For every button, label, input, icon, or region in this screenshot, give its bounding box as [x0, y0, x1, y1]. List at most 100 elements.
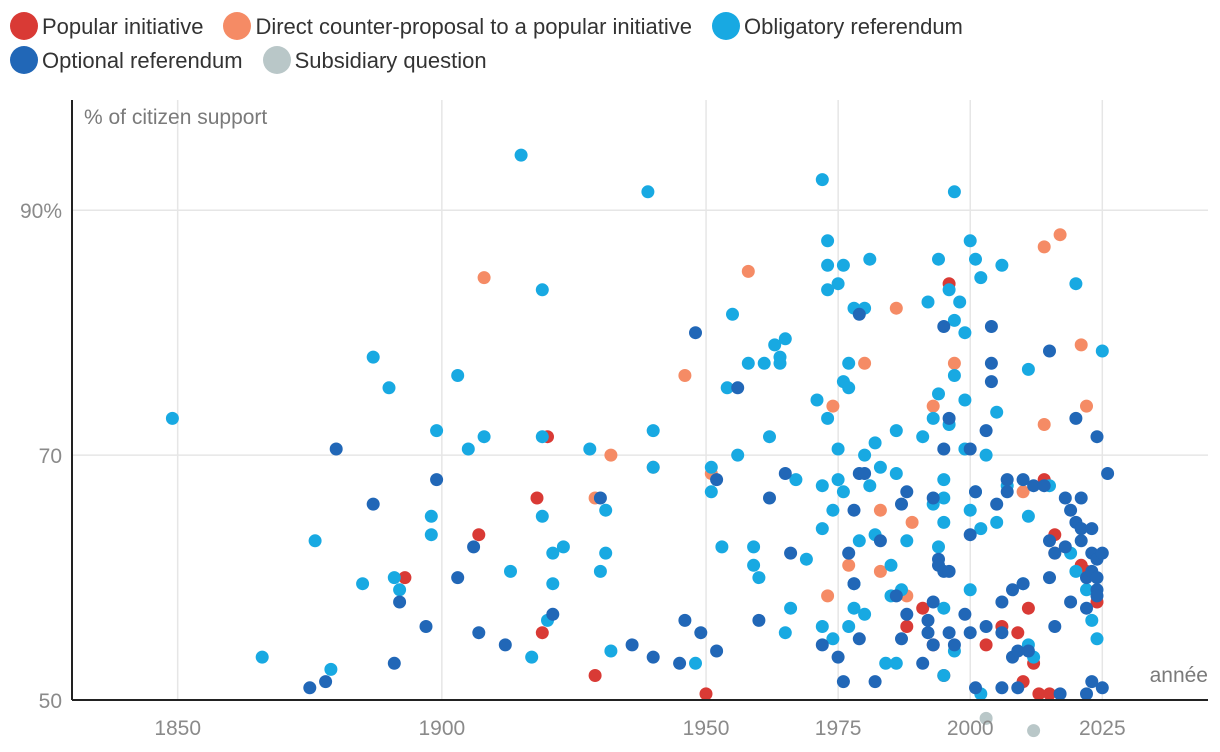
- data-point: [821, 234, 835, 248]
- data-point: [900, 607, 914, 621]
- data-point: [773, 350, 787, 364]
- data-point: [752, 613, 766, 627]
- data-point: [604, 448, 618, 462]
- legend-label: Subsidiary question: [294, 48, 487, 73]
- data-point: [366, 497, 380, 511]
- data-point: [1021, 362, 1035, 376]
- data-point: [1011, 644, 1025, 658]
- data-point: [826, 503, 840, 517]
- legend-item: Optional referendum: [10, 44, 243, 78]
- data-point: [932, 387, 945, 401]
- data-point: [726, 307, 739, 321]
- data-point: [836, 485, 850, 499]
- data-point: [1011, 626, 1025, 640]
- data-point: [1027, 479, 1041, 493]
- data-point: [424, 509, 438, 523]
- data-point: [398, 571, 412, 585]
- data-point: [646, 650, 660, 664]
- data-point: [535, 283, 549, 297]
- legend-swatch: [262, 46, 291, 74]
- data-point: [535, 509, 549, 523]
- data-point: [504, 564, 517, 578]
- data-point: [815, 522, 829, 536]
- data-point: [604, 644, 618, 658]
- data-point: [546, 577, 560, 591]
- data-point: [889, 467, 903, 480]
- data-point: [974, 522, 988, 536]
- data-point: [826, 399, 840, 413]
- data-point: [889, 589, 903, 603]
- data-point: [546, 546, 560, 560]
- data-point: [715, 540, 729, 554]
- legend-swatch: [223, 12, 252, 40]
- data-point: [1090, 430, 1104, 444]
- data-point: [821, 589, 835, 603]
- data-point: [593, 491, 607, 505]
- x-tick-label: 1900: [419, 717, 466, 740]
- data-point: [947, 369, 961, 382]
- data-point: [937, 669, 951, 682]
- data-point: [969, 252, 982, 266]
- data-point: [625, 638, 639, 652]
- data-point: [646, 460, 660, 474]
- y-axis-title: % of citizen support: [84, 106, 267, 129]
- data-point: [1037, 418, 1051, 431]
- data-point: [472, 626, 486, 640]
- data-point: [858, 467, 872, 480]
- data-point: [873, 564, 887, 578]
- data-point: [947, 356, 961, 370]
- data-point: [778, 467, 792, 480]
- data-point: [836, 675, 850, 689]
- legend-label: Direct counter-proposal to a popular ini…: [255, 14, 692, 39]
- data-point: [842, 620, 856, 633]
- data-point: [747, 540, 761, 554]
- data-point: [873, 503, 887, 517]
- data-point: [963, 503, 977, 517]
- data-point: [926, 411, 940, 425]
- data-point: [1006, 583, 1019, 597]
- data-point: [477, 430, 491, 444]
- data-point: [815, 173, 829, 187]
- data-point: [1048, 620, 1062, 633]
- data-point: [1000, 485, 1014, 499]
- data-point: [926, 638, 940, 652]
- data-point: [694, 626, 708, 640]
- data-point: [1095, 344, 1109, 358]
- data-point: [942, 626, 956, 640]
- data-point: [789, 473, 803, 487]
- data-point: [530, 491, 544, 505]
- data-point: [953, 295, 967, 309]
- data-point: [1090, 571, 1104, 585]
- data-point: [979, 424, 993, 438]
- data-point: [1043, 534, 1056, 548]
- data-point: [599, 503, 613, 517]
- data-point: [757, 356, 771, 370]
- data-point: [477, 271, 491, 285]
- legend-item: Popular initiative: [10, 10, 203, 44]
- data-point: [942, 283, 956, 297]
- data-point: [599, 546, 613, 560]
- data-point: [1021, 601, 1035, 615]
- legend-label: Popular initiative: [42, 14, 204, 39]
- data-point: [731, 381, 745, 395]
- data-point: [461, 442, 475, 456]
- data-point: [937, 320, 951, 333]
- data-point: [937, 515, 951, 529]
- data-point: [995, 258, 1009, 272]
- data-point: [895, 632, 908, 646]
- data-point: [1095, 681, 1109, 695]
- data-point: [467, 540, 481, 554]
- data-point: [593, 564, 607, 578]
- data-point: [1064, 503, 1078, 517]
- data-point: [424, 528, 438, 542]
- data-point: [842, 558, 856, 572]
- data-point: [799, 552, 813, 566]
- data-point: [778, 332, 792, 346]
- data-point: [393, 583, 407, 597]
- data-point: [1021, 509, 1035, 523]
- data-point: [932, 252, 945, 266]
- data-point: [889, 301, 903, 315]
- data-point: [868, 675, 882, 689]
- data-point: [847, 601, 861, 615]
- data-point: [699, 687, 713, 701]
